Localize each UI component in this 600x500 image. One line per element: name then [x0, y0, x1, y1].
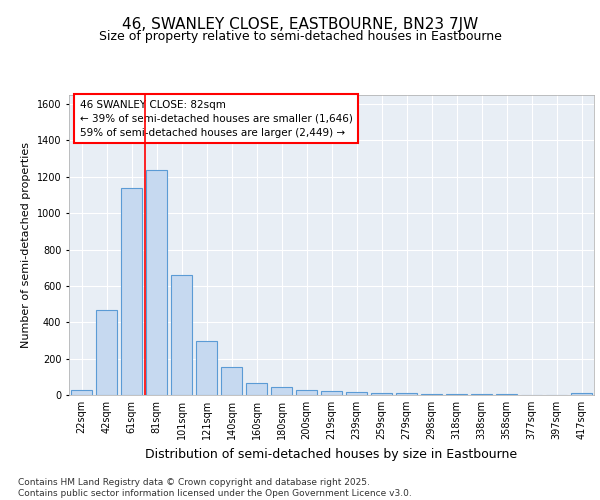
Text: Size of property relative to semi-detached houses in Eastbourne: Size of property relative to semi-detach…	[98, 30, 502, 43]
Text: 46 SWANLEY CLOSE: 82sqm
← 39% of semi-detached houses are smaller (1,646)
59% of: 46 SWANLEY CLOSE: 82sqm ← 39% of semi-de…	[79, 100, 352, 138]
Bar	[196, 342, 217, 395]
Text: 46, SWANLEY CLOSE, EASTBOURNE, BN23 7JW: 46, SWANLEY CLOSE, EASTBOURNE, BN23 7JW	[122, 18, 478, 32]
Bar	[446, 394, 467, 395]
Bar	[496, 394, 517, 395]
Bar	[121, 188, 142, 395]
Y-axis label: Number of semi-detached properties: Number of semi-detached properties	[21, 142, 31, 348]
Bar	[321, 392, 342, 395]
Text: Contains HM Land Registry data © Crown copyright and database right 2025.
Contai: Contains HM Land Registry data © Crown c…	[18, 478, 412, 498]
Bar	[246, 383, 267, 395]
Bar	[271, 387, 292, 395]
X-axis label: Distribution of semi-detached houses by size in Eastbourne: Distribution of semi-detached houses by …	[145, 448, 518, 460]
Bar	[421, 394, 442, 395]
Bar	[146, 170, 167, 395]
Bar	[71, 390, 92, 395]
Bar	[346, 392, 367, 395]
Bar	[221, 367, 242, 395]
Bar	[571, 393, 592, 395]
Bar	[371, 393, 392, 395]
Bar	[171, 275, 192, 395]
Bar	[396, 393, 417, 395]
Bar	[471, 394, 492, 395]
Bar	[96, 310, 117, 395]
Bar	[296, 390, 317, 395]
